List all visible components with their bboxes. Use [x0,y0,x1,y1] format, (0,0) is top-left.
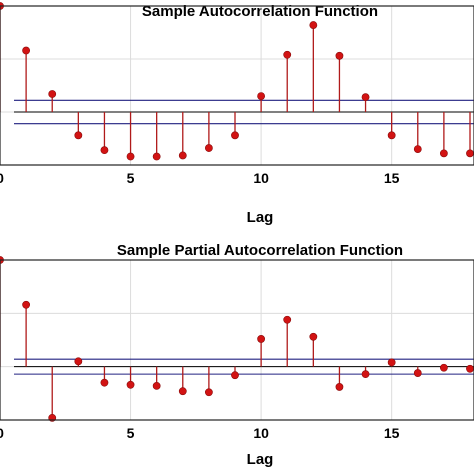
pacf-point-lag-9 [231,371,239,380]
acf-grid [0,5,474,166]
acf-point-lag-16 [413,145,422,153]
pacf-title: Sample Partial Autocorrelation Function [117,242,403,259]
acf-point-lag-6 [152,152,161,161]
pacf-point-lag-13 [335,383,344,391]
acf-point-lag-14 [361,93,370,102]
pacf-x-ticks: 0 5 10 15 [0,425,400,441]
acf-point-lag-5 [126,152,135,161]
acf-x-tick-label: 10 [253,170,269,186]
acf-title: Sample Autocorrelation Function [142,3,378,20]
pacf-panel: Sample Partial Autocorrelation Function … [0,242,474,468]
pacf-point-lag-17 [439,363,448,372]
pacf-x-tick-label: 15 [384,425,400,441]
pacf-point-lag-8 [204,388,213,397]
acf-point-lag-15 [387,131,396,140]
acf-point-lag-9 [231,131,239,140]
pacf-stems [0,256,474,422]
acf-x-ticks: 0 5 10 15 [0,170,400,186]
pacf-x-tick-label: 0 [0,425,4,441]
pacf-point-lag-11 [283,315,292,324]
pacf-confidence-bounds [14,358,474,375]
acf-point-lag-11 [283,50,292,59]
acf-point-lag-17 [439,149,448,158]
pacf-x-tick-label: 10 [253,425,269,441]
acf-point-lag-12 [309,21,318,29]
pacf-point-lag-7 [178,387,187,396]
acf-x-tick-label: 15 [384,170,400,186]
acf-point-lag-2 [48,90,57,98]
acf-plot-frame [0,5,474,166]
pacf-point-lag-1 [22,300,31,309]
acf-point-lag-13 [335,51,344,60]
acf-point-lag-18 [466,149,474,158]
pacf-point-lag-4 [100,378,109,387]
acf-point-lag-7 [178,151,187,160]
acf-panel: Sample Autocorrelation Function 0 5 10 15 L… [0,2,474,226]
pacf-point-lag-15 [387,358,396,367]
acf-point-lag-1 [22,46,31,55]
pacf-point-lag-3 [74,357,83,366]
pacf-point-lag-16 [413,369,422,377]
acf-point-lag-10 [257,92,266,100]
pacf-point-lag-10 [257,335,266,343]
acf-x-tick-label: 5 [127,170,135,186]
pacf-point-lag-6 [152,381,161,390]
acf-point-lag-3 [74,131,83,140]
pacf-x-label: Lag [247,451,274,468]
acf-confidence-bounds [14,99,474,125]
pacf-point-lag-12 [309,332,318,341]
pacf-point-lag-18 [466,364,474,373]
pacf-point-lag-14 [361,370,370,379]
acf-point-lag-8 [204,144,213,152]
acf-x-label: Lag [247,209,274,226]
pacf-plot-frame [0,259,474,421]
pacf-grid [0,259,474,421]
pacf-x-tick-label: 5 [127,425,135,441]
pacf-point-lag-5 [126,380,135,389]
acf-x-tick-label: 0 [0,170,4,186]
acf-point-lag-4 [100,146,109,155]
acf-stems [0,2,474,161]
